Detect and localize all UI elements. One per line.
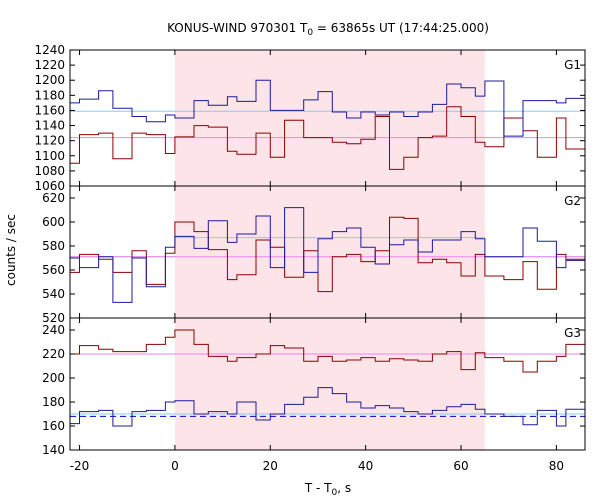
x-tick-label: 60	[453, 459, 468, 473]
y-tick-label: 1160	[34, 103, 65, 117]
panel-g3: 140 160 180 200 220 240 G3	[42, 317, 586, 457]
x-tick-label: 20	[263, 459, 278, 473]
panel-label: G3	[564, 326, 581, 340]
panel-frame	[69, 317, 586, 451]
panel-g2: 520 540 560 580 600 620 G2	[42, 185, 586, 325]
series-line-hard	[70, 329, 586, 373]
y-tick-label: 1240	[34, 43, 65, 57]
y-tick-label: 160	[42, 419, 65, 433]
y-tick-label: 180	[42, 395, 65, 409]
series-line-soft	[70, 387, 586, 427]
shaded-interval	[174, 318, 485, 450]
x-tick-label: 40	[358, 459, 373, 473]
y-tick-label: 1100	[34, 149, 65, 163]
y-tick-label: 1200	[34, 73, 65, 87]
y-tick-label: 1220	[34, 58, 65, 72]
y-tick-label: 540	[42, 287, 65, 301]
y-tick-label: 1180	[34, 88, 65, 102]
y-axis-label: counts / sec	[4, 214, 18, 286]
series-line-soft	[70, 207, 586, 303]
panel-label: G2	[564, 194, 581, 208]
y-tick-label: 240	[42, 323, 65, 337]
y-tick-label: 620	[42, 191, 65, 205]
x-tick-label: 80	[549, 459, 564, 473]
shaded-interval	[174, 50, 485, 186]
y-tick-label: 1080	[34, 164, 65, 178]
x-axis-label: T - T0, s	[304, 481, 351, 498]
y-tick-label: 1120	[34, 134, 65, 148]
y-tick-label: 1060	[34, 179, 65, 193]
chart-title: KONUS-WIND 970301 T0 = 63865s UT (17:44:…	[167, 21, 489, 38]
x-tick-label: -20	[70, 459, 90, 473]
y-tick-label: 580	[42, 239, 65, 253]
y-tick-label: 1140	[34, 119, 65, 133]
y-tick-label: 200	[42, 371, 65, 385]
panel-label: G1	[564, 58, 581, 72]
y-tick-label: 560	[42, 263, 65, 277]
series-line-soft	[70, 79, 586, 137]
x-tick-label: 0	[171, 459, 179, 473]
series-line-hard	[70, 106, 586, 170]
y-tick-label: 600	[42, 215, 65, 229]
shaded-interval	[174, 186, 485, 318]
y-tick-label: 520	[42, 311, 65, 325]
y-tick-label: 140	[42, 443, 65, 457]
y-tick-label: 220	[42, 347, 65, 361]
